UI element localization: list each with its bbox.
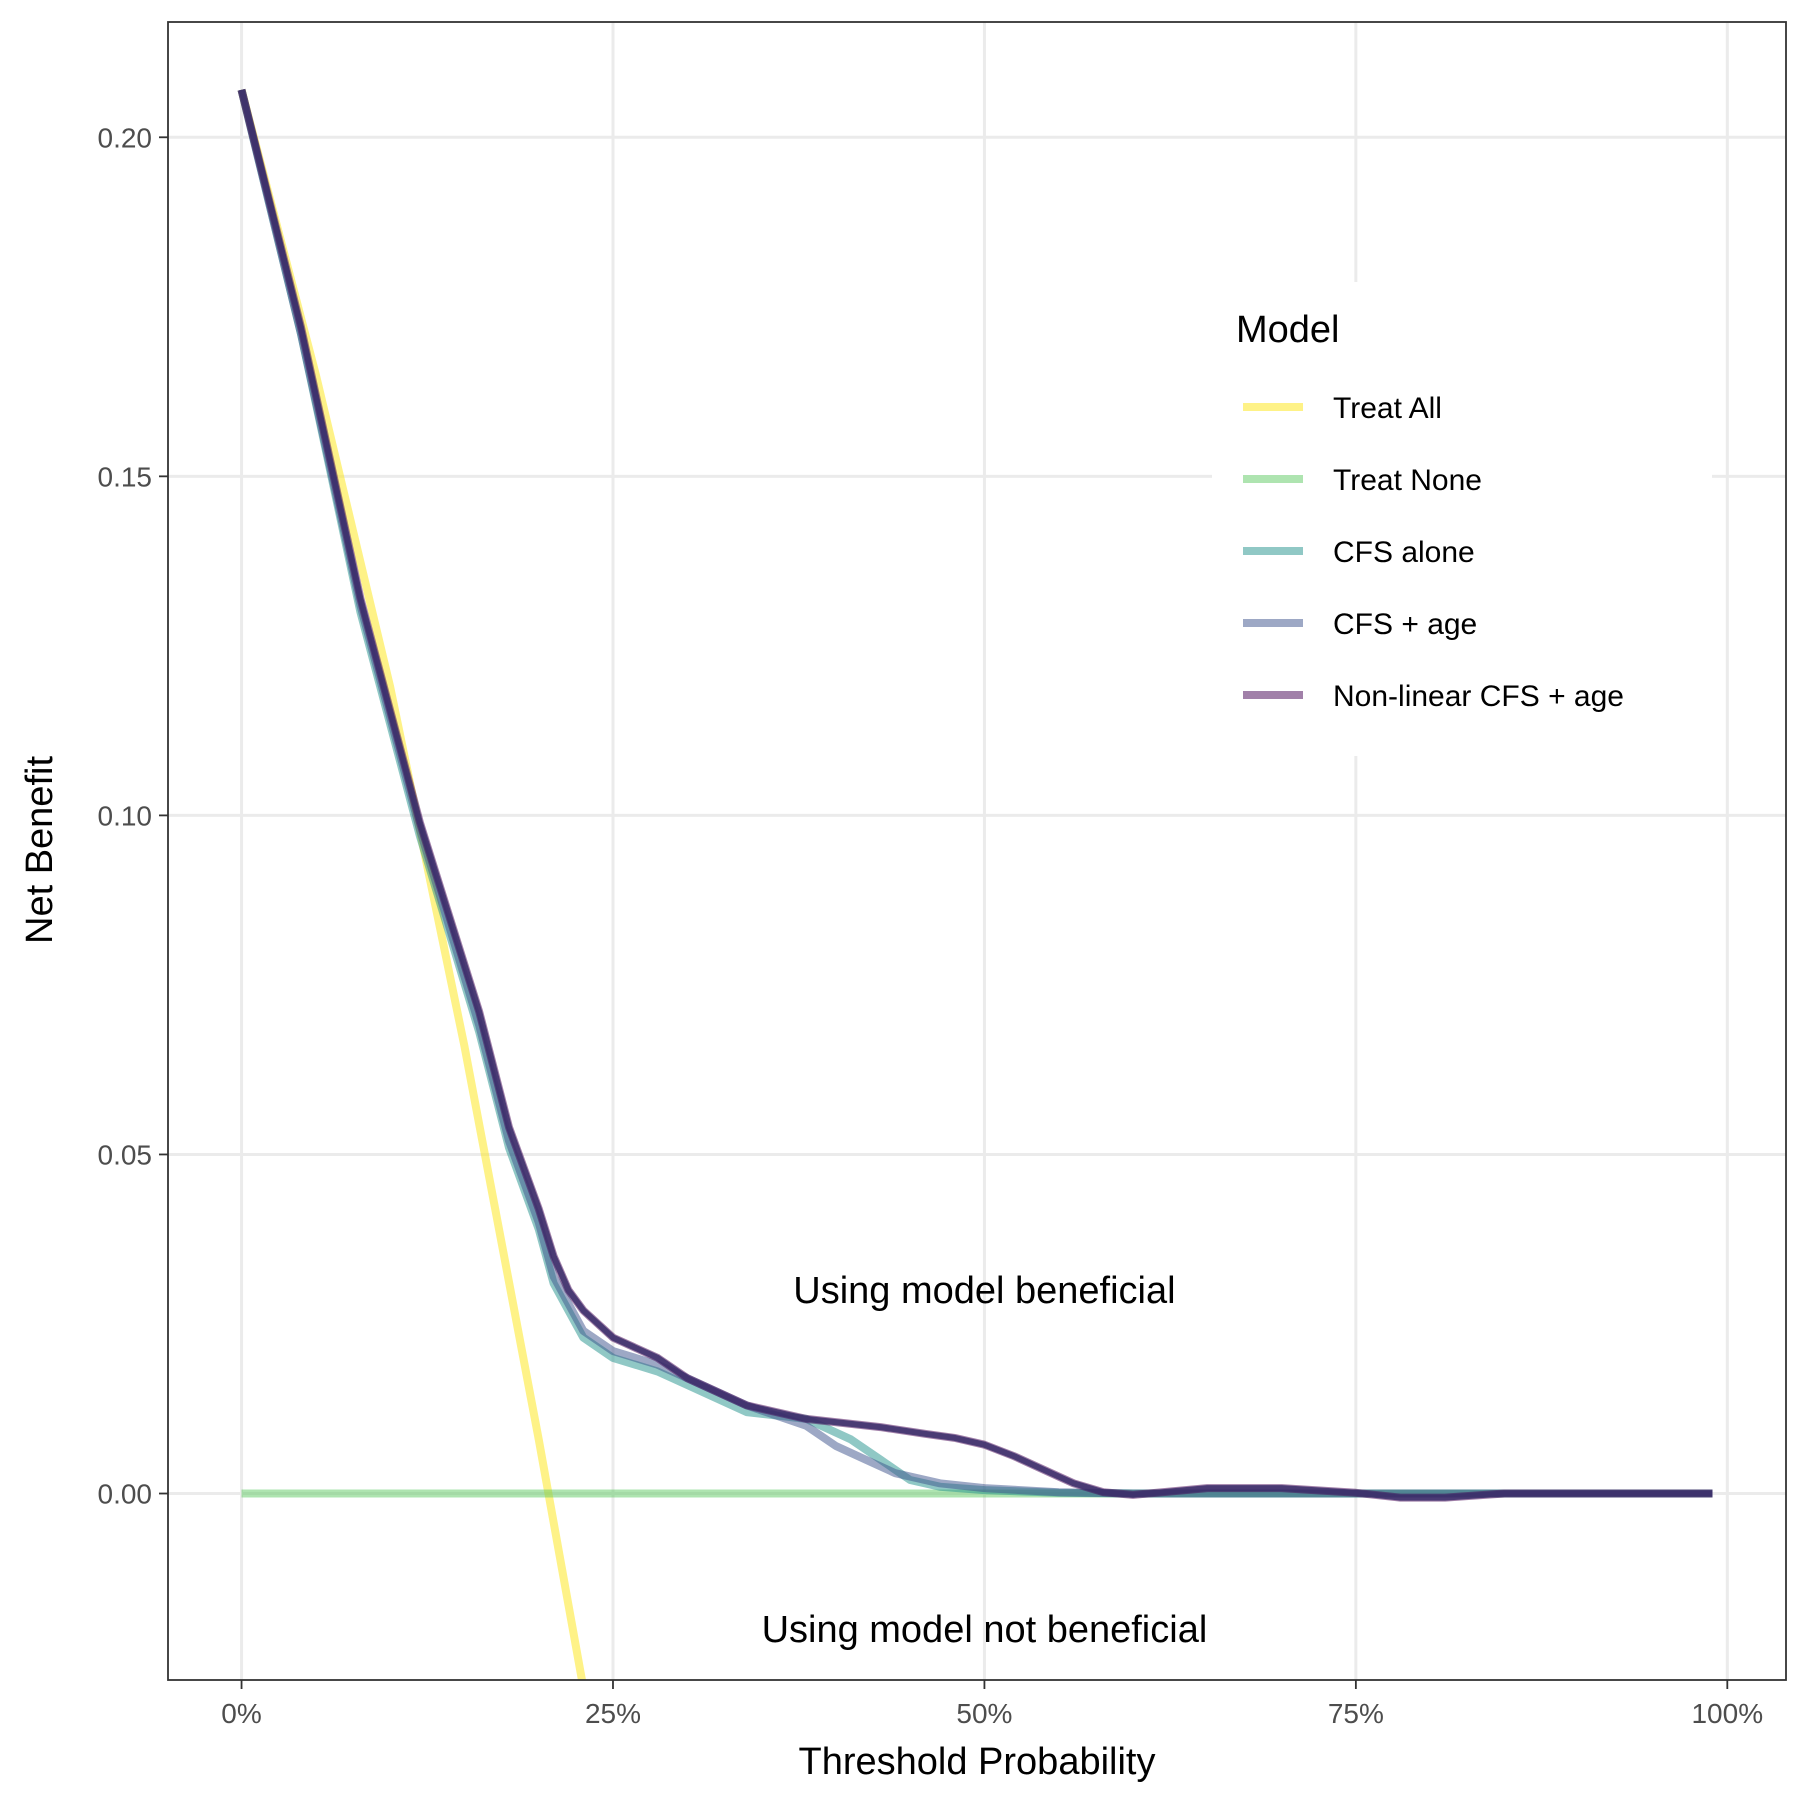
annotation-using-model-not-beneficial: Using model not beneficial (762, 1609, 1208, 1651)
y-tick-label: 0.10 (98, 800, 153, 831)
y-tick-label: 0.00 (98, 1479, 153, 1510)
legend-background (1212, 282, 1712, 756)
x-tick-label: 0% (221, 1698, 261, 1729)
panel-border (167, 21, 1787, 1681)
legend-title: Model (1236, 309, 1340, 351)
series-layer (237, 88, 1713, 1680)
legend-label-treat-none: Treat None (1333, 464, 1482, 497)
legend-label-cfs-age: CFS + age (1333, 608, 1477, 641)
x-tick-label: 100% (1691, 1698, 1763, 1729)
axis-layer: 0% 25% 50% 75% 100% 0.00 0.05 0.10 0.15 0.20 (98, 21, 1787, 1729)
x-axis-title: Threshold Probability (799, 1741, 1156, 1783)
y-axis-title: Net Benefit (19, 756, 61, 944)
legend-label-treat-all: Treat All (1333, 392, 1442, 425)
annotation-using-model-beneficial: Using model beneficial (793, 1270, 1175, 1312)
x-tick-label: 25% (585, 1698, 641, 1729)
y-tick-label: 0.05 (98, 1139, 153, 1170)
overlap-line (238, 89, 1713, 1501)
annotation-layer: Using model beneficial Using model not be… (762, 1270, 1208, 1651)
y-tick-label: 0.15 (98, 461, 153, 492)
legend: Model Treat All Treat None CFS alone CFS + a… (1212, 282, 1712, 756)
legend-label-cfs-alone: CFS alone (1333, 536, 1475, 569)
x-tick-label: 75% (1328, 1698, 1384, 1729)
y-tick-label: 0.20 (98, 122, 153, 153)
x-tick-label: 50% (956, 1698, 1012, 1729)
legend-label-non-linear-cfs-age: Non-linear CFS + age (1333, 680, 1624, 713)
